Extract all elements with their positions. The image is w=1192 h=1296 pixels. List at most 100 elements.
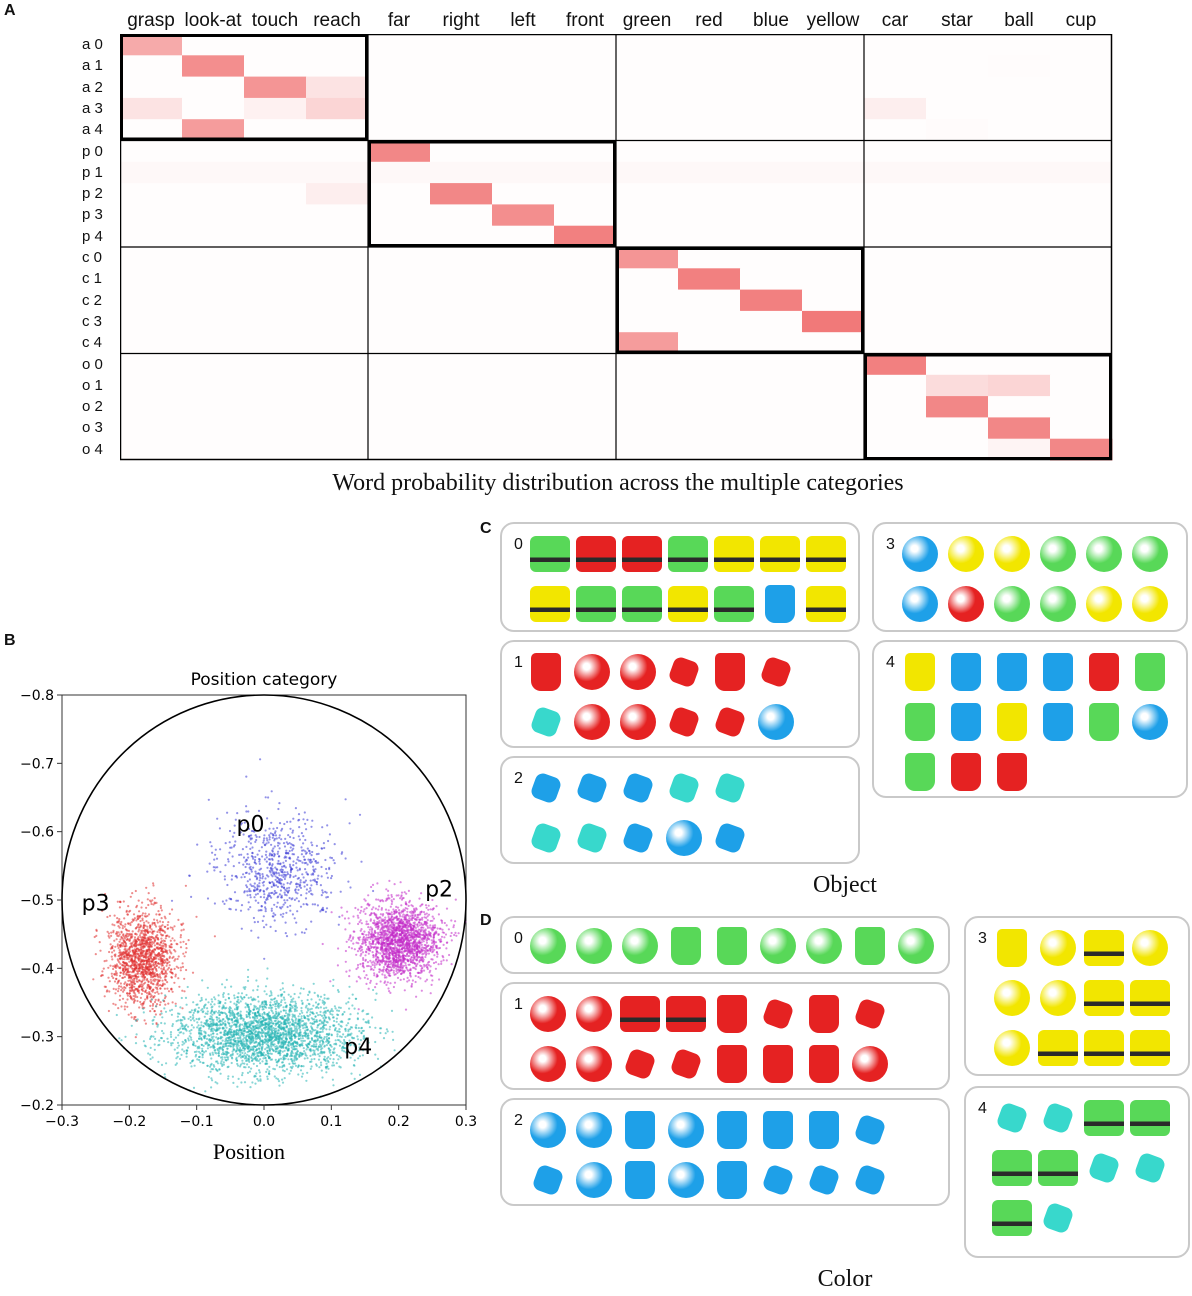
scatter-point: [452, 926, 455, 929]
heatmap-cell: [678, 374, 741, 397]
scatter-point: [138, 989, 141, 992]
scatter-point: [114, 932, 118, 935]
scatter-point: [277, 850, 280, 853]
scatter-point: [166, 962, 169, 965]
scatter-point: [179, 941, 182, 944]
scatter-point: [137, 899, 140, 902]
scatter-point: [276, 844, 280, 847]
scatter-point: [330, 891, 333, 894]
heatmap-column-label: left: [510, 10, 536, 31]
scatter-point: [232, 845, 235, 848]
scatter-point: [138, 942, 141, 945]
scatter-point: [320, 847, 324, 850]
scatter-point: [156, 936, 159, 940]
scatter-point: [373, 930, 376, 933]
scatter-point: [285, 911, 288, 914]
heatmap-cell: [430, 332, 493, 354]
scatter-point: [256, 884, 259, 887]
scatter-point: [441, 921, 444, 924]
scatter-point: [407, 948, 411, 951]
scatter-point: [170, 952, 173, 955]
scatter-point: [406, 922, 409, 925]
scatter-point: [123, 958, 126, 961]
scatter-point: [268, 862, 271, 865]
scatter-point: [431, 942, 434, 945]
scatter-point: [310, 860, 313, 863]
scatter-point: [361, 951, 365, 954]
scatter-point: [378, 963, 381, 966]
heatmap-cell: [430, 97, 493, 120]
scatter-point: [434, 967, 437, 970]
heatmap-cell: [554, 97, 617, 120]
scatter-point: [157, 955, 160, 958]
scatter-point: [390, 941, 393, 944]
scatter-point: [143, 933, 146, 937]
scatter-point: [363, 930, 366, 933]
scatter-point: [133, 960, 136, 963]
scatter-point: [381, 973, 384, 976]
scatter-point: [264, 906, 267, 909]
scatter-point: [355, 980, 358, 983]
scatter-point: [118, 985, 121, 988]
scatter-point: [119, 982, 122, 985]
scatter-point: [123, 948, 126, 951]
heatmap-column-label: front: [565, 10, 605, 31]
scatter-point: [403, 945, 406, 948]
scatter-point: [166, 981, 169, 984]
scatter-point: [302, 855, 305, 858]
scatter-point: [455, 934, 458, 937]
scatter-point: [128, 960, 131, 963]
scatter-point: [445, 947, 448, 950]
scatter-point: [134, 950, 137, 953]
heatmap-cell: [802, 140, 865, 163]
heatmap-cell: [802, 438, 865, 461]
scatter-point: [446, 941, 449, 944]
heatmap-cell: [120, 34, 183, 56]
scatter-point: [426, 919, 429, 922]
scatter-point: [248, 1070, 252, 1073]
scatter-point: [305, 828, 308, 831]
scatter-point: [116, 944, 119, 947]
scatter-point: [268, 838, 271, 841]
heatmap-cell: [616, 332, 679, 354]
scatter-point: [405, 966, 408, 969]
heatmap-cell: [554, 247, 617, 269]
scatter-point: [304, 838, 307, 842]
heatmap-cell: [554, 438, 617, 461]
scatter-point: [296, 858, 299, 861]
scatter-point: [359, 909, 363, 912]
scatter-point: [257, 809, 261, 812]
scatter-point: [254, 899, 257, 902]
scatter-point: [152, 964, 156, 967]
heatmap-cell: [182, 268, 245, 291]
scatter-point: [359, 929, 362, 932]
scatter-point: [148, 899, 152, 902]
scatter-point: [120, 985, 123, 988]
heatmap-cell: [1050, 34, 1113, 56]
heatmap-cell: [430, 247, 493, 269]
scatter-point: [117, 931, 120, 934]
scatter-point: [413, 966, 416, 969]
scatter-point: [163, 943, 166, 946]
scatter-point: [136, 999, 139, 1003]
scatter-point: [167, 927, 170, 930]
heatmap-cell: [182, 374, 245, 397]
scatter-point: [403, 943, 406, 946]
scatter-point: [426, 926, 429, 929]
scatter-point: [382, 966, 385, 969]
scatter-point: [167, 921, 170, 924]
scatter-point: [124, 968, 127, 971]
heatmap-cell: [926, 161, 989, 184]
scatter-point: [108, 914, 112, 917]
heatmap-cell: [1050, 225, 1113, 248]
scatter-point: [238, 832, 241, 835]
scatter-point: [185, 1003, 188, 1006]
scatter-point: [422, 960, 425, 963]
scatter-point: [397, 961, 400, 964]
scatter-point: [415, 995, 418, 998]
scatter-point: [340, 906, 343, 909]
scatter-point: [407, 889, 410, 892]
scatter-point: [187, 939, 190, 942]
scatter-point: [426, 925, 429, 928]
heatmap-cell: [182, 97, 245, 120]
